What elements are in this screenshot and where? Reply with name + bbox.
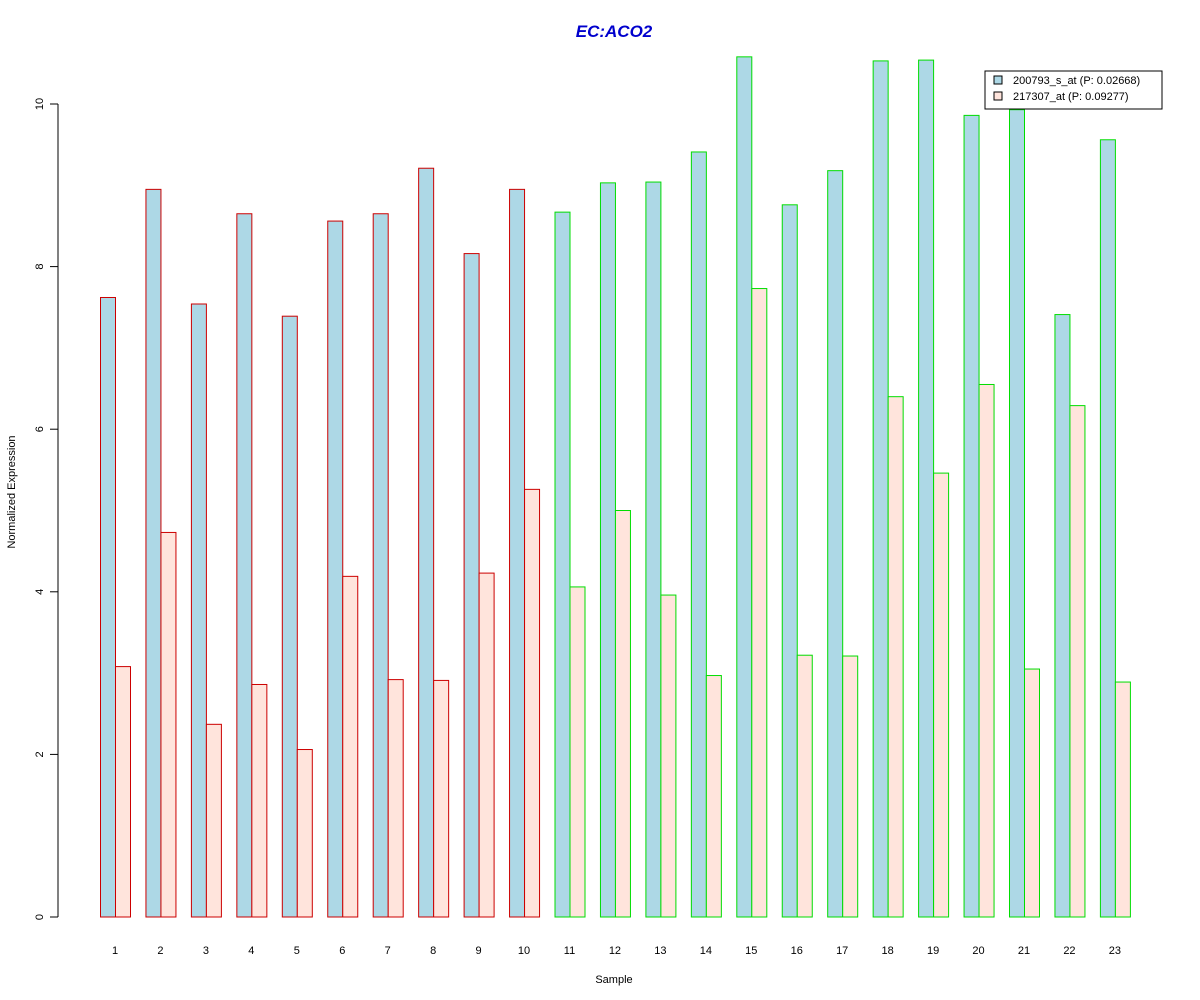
bar-217307 — [251, 683, 268, 918]
bar-200793 — [872, 60, 889, 918]
y-tick-label: 2 — [34, 751, 46, 757]
x-tick-label: 23 — [1109, 945, 1121, 957]
y-tick-label: 4 — [34, 589, 46, 595]
x-tick-label: 1 — [112, 945, 118, 957]
chart-title: EC:ACO2 — [576, 22, 653, 41]
x-tick-label: 18 — [882, 945, 894, 957]
bar-200793 — [1099, 139, 1116, 918]
bar-200793 — [690, 151, 707, 918]
bar-217307 — [160, 531, 177, 918]
x-tick-label: 9 — [476, 945, 482, 957]
bar-200793 — [645, 181, 662, 918]
bar-217307 — [342, 575, 359, 918]
y-tick-label: 0 — [34, 914, 46, 920]
bar-217307 — [569, 586, 586, 918]
bar-217307 — [1069, 405, 1086, 918]
legend-swatch-200793 — [993, 75, 1003, 85]
x-tick-label: 21 — [1018, 945, 1030, 957]
bar-200793 — [281, 315, 298, 918]
bar-200793 — [827, 170, 844, 918]
y-tick-label: 10 — [34, 98, 46, 110]
bar-200793 — [372, 213, 389, 918]
bar-217307 — [1114, 681, 1131, 918]
bar-200793 — [327, 220, 344, 918]
bar-200793 — [100, 296, 116, 918]
x-tick-label: 20 — [972, 945, 984, 957]
bar-217307 — [296, 749, 313, 918]
bar-217307 — [478, 572, 495, 918]
x-tick-label: 4 — [248, 945, 254, 957]
x-tick-label: 19 — [927, 945, 939, 957]
legend-swatch-217307 — [993, 91, 1003, 101]
bar-200793 — [463, 253, 480, 918]
legend: 200793_s_at (P: 0.02668) 217307_at (P: 0… — [984, 70, 1163, 110]
x-tick-label: 10 — [518, 945, 530, 957]
bar-217307 — [524, 488, 541, 918]
bars-group — [100, 56, 1131, 918]
bar-217307 — [205, 723, 222, 918]
bar-217307 — [705, 675, 722, 918]
bar-217307 — [796, 654, 813, 918]
x-tick-label: 15 — [745, 945, 757, 957]
y-axis-title: Normalized Expression — [6, 435, 18, 548]
x-tick-label: 13 — [654, 945, 666, 957]
bar-217307 — [1024, 668, 1040, 918]
x-axis-labels: 1 2 3 4 5 6 7 8 9 10 11 12 13 14 15 16 17 18 19 20 21 22 23 — [112, 945, 1121, 957]
y-tick-label: 8 — [34, 264, 46, 270]
bar-200793 — [781, 204, 798, 918]
x-tick-label: 11 — [564, 945, 575, 957]
x-tick-label: 22 — [1063, 945, 1075, 957]
bar-200793 — [418, 167, 435, 918]
x-axis-title: Sample — [595, 974, 632, 986]
bar-217307 — [978, 383, 995, 918]
bar-200793 — [1009, 109, 1025, 918]
x-tick-label: 6 — [339, 945, 345, 957]
bar-217307 — [751, 288, 768, 918]
y-axis: 0 2 4 6 8 10 — [34, 98, 59, 920]
bar-200793 — [509, 188, 526, 918]
bar-200793 — [1054, 314, 1071, 918]
bar-200793 — [190, 303, 207, 918]
bar-217307 — [387, 679, 404, 918]
legend-label-217307: 217307_at (P: 0.09277) — [1013, 91, 1129, 103]
x-tick-label: 12 — [609, 945, 621, 957]
bar-217307 — [842, 655, 859, 918]
bar-200793 — [599, 182, 616, 918]
bar-217307 — [660, 594, 677, 918]
bar-200793 — [236, 213, 253, 918]
bar-200793 — [963, 114, 980, 918]
x-tick-label: 16 — [791, 945, 803, 957]
bar-200793 — [736, 56, 753, 918]
legend-box — [984, 70, 1163, 110]
bar-217307 — [115, 666, 131, 918]
x-tick-label: 2 — [157, 945, 163, 957]
x-tick-label: 7 — [385, 945, 391, 957]
bar-217307 — [614, 510, 631, 918]
y-tick-label: 6 — [34, 426, 46, 432]
bar-217307 — [887, 396, 904, 918]
x-tick-label: 8 — [430, 945, 436, 957]
x-tick-label: 14 — [700, 945, 712, 957]
legend-label-200793: 200793_s_at (P: 0.02668) — [1013, 75, 1140, 87]
x-tick-label: 5 — [294, 945, 300, 957]
x-tick-label: 17 — [836, 945, 848, 957]
bar-200793 — [918, 59, 935, 918]
bar-200793 — [554, 211, 571, 918]
bar-217307 — [433, 679, 450, 918]
bar-200793 — [145, 188, 162, 918]
x-tick-label: 3 — [203, 945, 209, 957]
bar-217307 — [933, 472, 950, 918]
